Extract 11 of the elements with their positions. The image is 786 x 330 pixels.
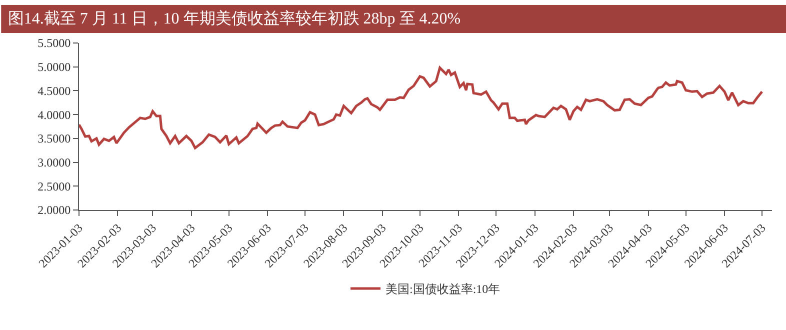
line-series bbox=[79, 66, 764, 150]
legend-label: 美国:国债收益率:10年 bbox=[386, 282, 500, 296]
y-tick-label: 5.0000 bbox=[38, 60, 71, 74]
y-tick-label: 3.0000 bbox=[38, 155, 71, 170]
y-tick-label: 2.0000 bbox=[38, 203, 71, 218]
y-tick-label: 4.5000 bbox=[38, 84, 71, 98]
y-tick-label: 2.5000 bbox=[38, 179, 71, 194]
y-tick-label: 4.0000 bbox=[38, 108, 71, 122]
y-tick-label: 3.5000 bbox=[38, 132, 71, 146]
chart-title: 图14.截至 7 月 11 日，10 年期美债收益率较年初跌 28bp 至 4.20% bbox=[8, 10, 461, 28]
y-tick-label: 5.5000 bbox=[38, 36, 71, 50]
